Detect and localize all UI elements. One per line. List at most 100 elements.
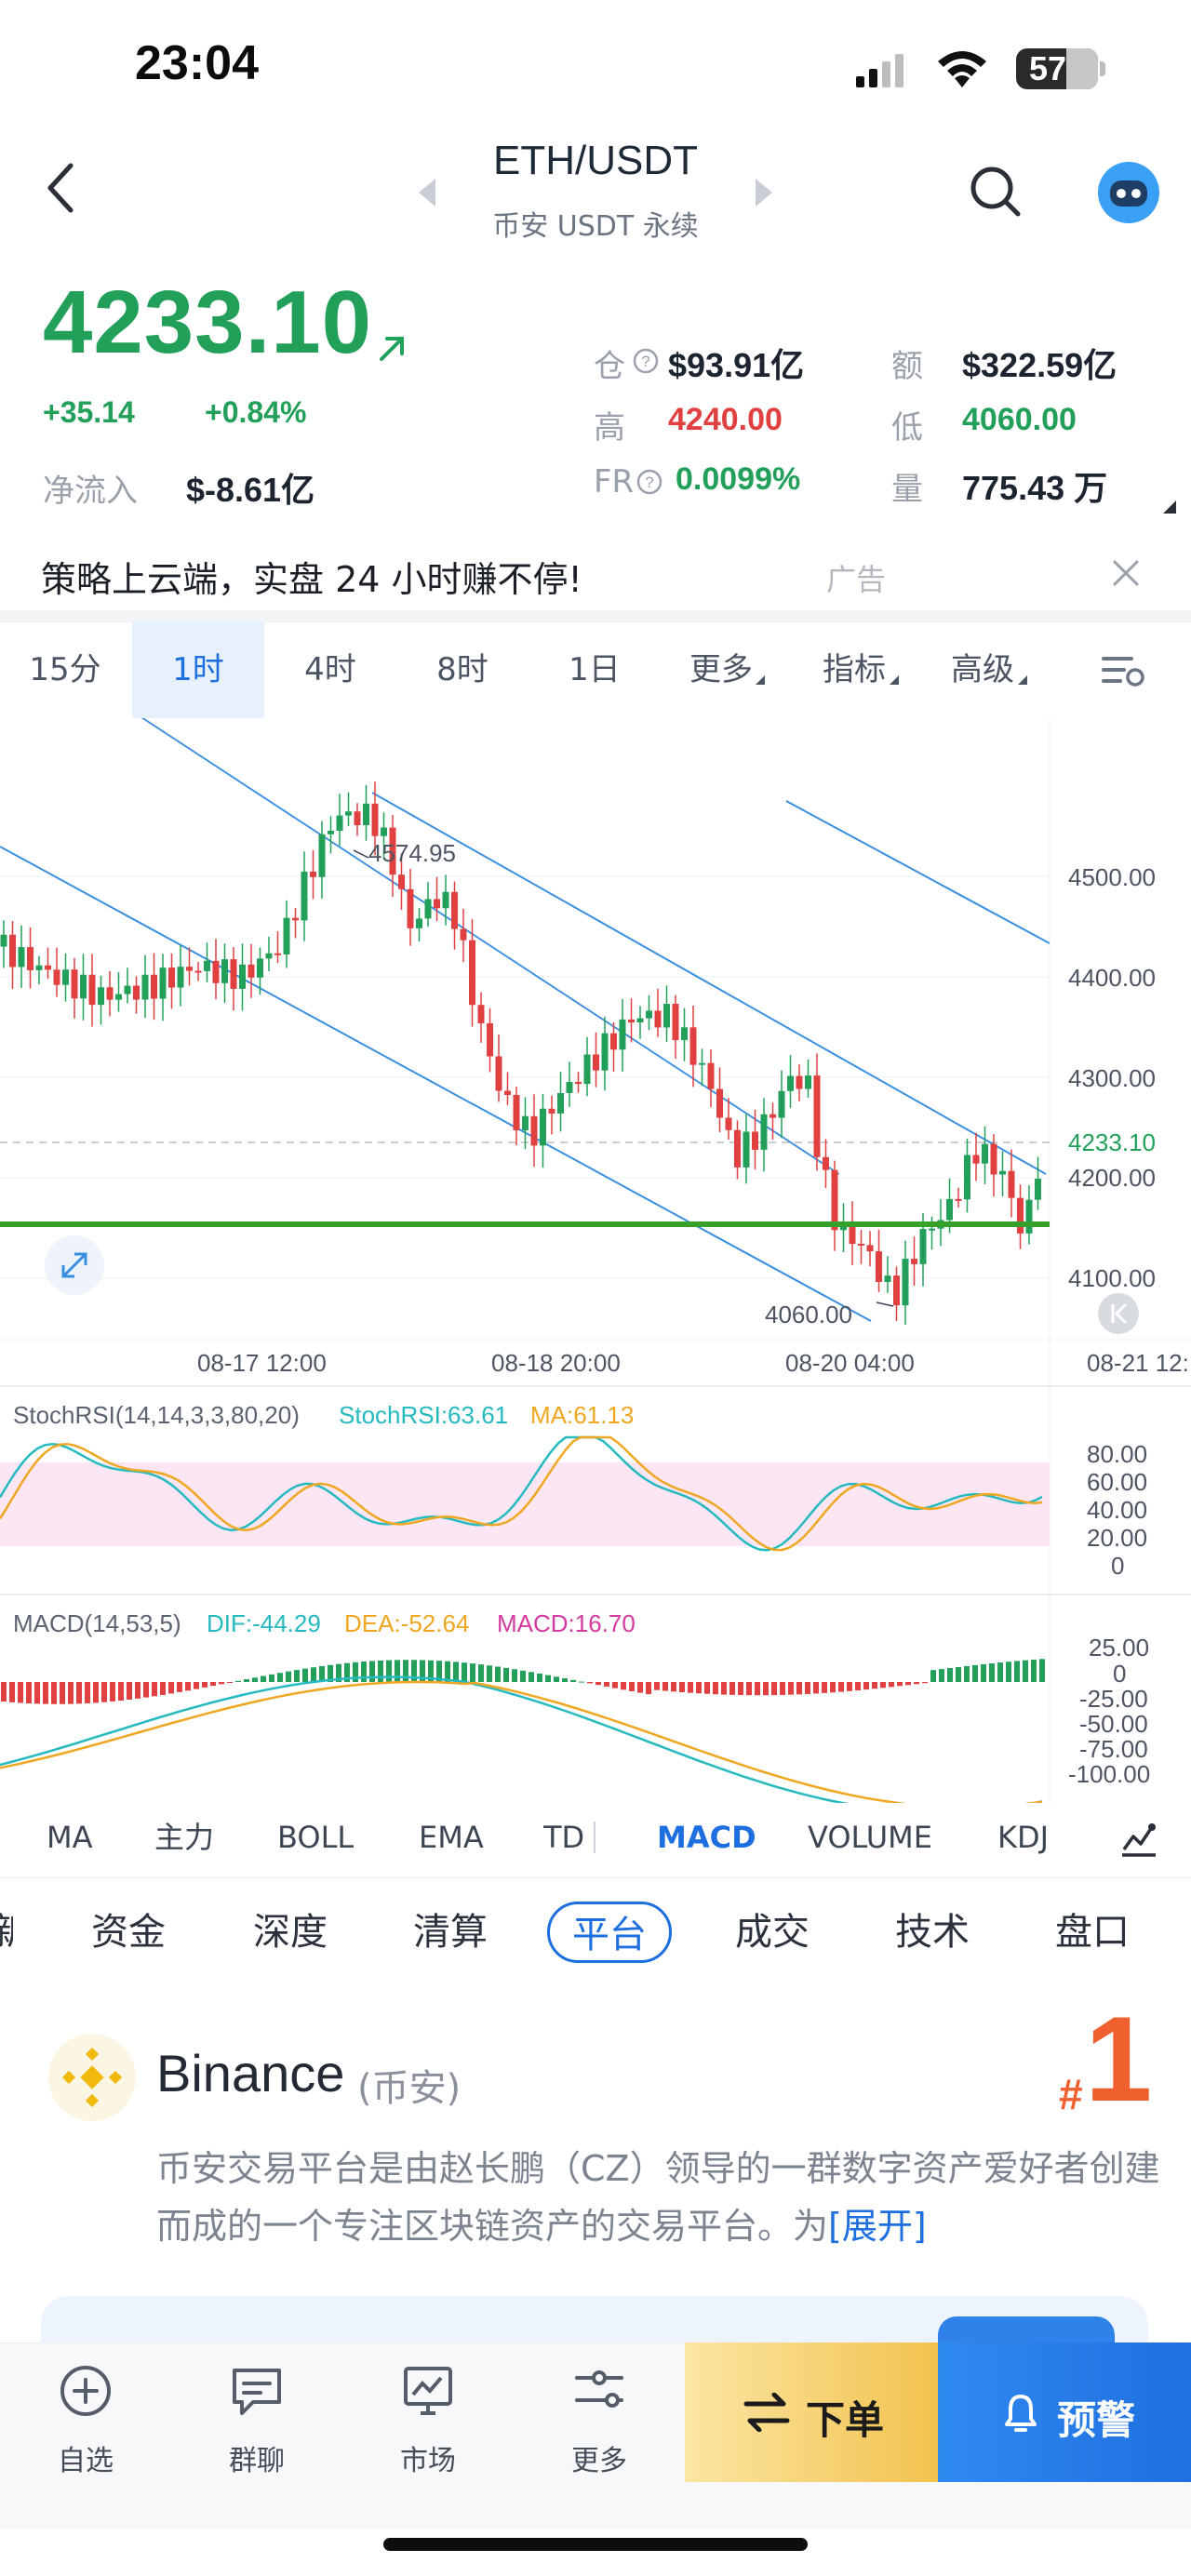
candle-body [495,1056,502,1091]
tab-8h[interactable]: 8时 [436,651,488,688]
candle-body [35,965,43,970]
candle-body [71,969,78,999]
macd-bar [537,1673,542,1682]
indicator-volume[interactable]: VOLUME [808,1820,932,1855]
close-icon[interactable] [1111,558,1141,588]
macd-bar [989,1662,995,1682]
tab-trades[interactable]: 成交 [735,1911,810,1954]
net-flow-label: 净流入 [43,473,138,510]
robot-assistant-icon[interactable] [1096,160,1161,225]
macd-bar [914,1682,919,1685]
candle-body [707,1062,715,1089]
tab-4h[interactable]: 4时 [304,651,356,688]
macd-bar [847,1682,852,1691]
indicator-main-force[interactable]: 主力 [154,1820,215,1855]
stoch-band [0,1462,1050,1546]
tab-technical[interactable]: 技术 [895,1911,970,1954]
dropdown-corner-icon [756,675,765,685]
price-tick: 4200.00 [1068,1164,1156,1192]
candle-body [805,1075,811,1089]
candle-body [955,1198,962,1201]
macd-bar [302,1668,308,1682]
tab-1h[interactable]: 1时 [132,621,264,718]
info-icon[interactable]: ? [636,469,662,495]
tab-funds[interactable]: 资金 [91,1911,166,1954]
expand-corner-icon[interactable] [1161,499,1178,515]
macd-bar [897,1682,903,1687]
candle-body [487,1022,493,1057]
tab-more[interactable]: 更多 [689,651,753,688]
macd-label: MACD(14,53,5) [13,1609,181,1637]
price-chart[interactable]: 4574.95 4060.00 4500.00 4400.00 4300.00 … [0,718,1191,1803]
low-label: 低 [891,409,923,447]
macd-bar [679,1682,685,1693]
candle-body [566,1081,573,1093]
candle-body [477,1005,485,1023]
tab-1d[interactable]: 1日 [569,651,621,688]
macd-bar [696,1682,702,1694]
macd-bar [813,1682,819,1694]
tab-platform[interactable]: 平台 [547,1902,672,1963]
macd-dif-line [0,1675,1043,1803]
macd-bar [202,1682,207,1688]
info-icon[interactable]: ? [633,348,659,374]
turnover-value: $322.59亿 [962,346,1117,384]
macd-bar [654,1682,660,1690]
candle-body [0,934,7,947]
tab-15m[interactable]: 15分 [29,651,101,688]
indicator-kdj[interactable]: KDJ [997,1820,1050,1855]
reset-zoom-icon[interactable] [1098,1293,1139,1334]
tab-news[interactable]: 新 [0,1902,13,1963]
back-icon[interactable] [43,160,80,216]
macd-bar [344,1662,350,1682]
macd-bar [85,1682,90,1703]
macd-bar [1006,1662,1011,1682]
tab-depth[interactable]: 深度 [253,1911,328,1954]
pair-title[interactable]: ETH/USDT [493,138,698,183]
candle-body [504,1090,511,1095]
macd-bar [579,1681,584,1683]
time-tick: 08-20 04:00 [785,1349,915,1377]
draw-tool-icon[interactable] [1118,1818,1159,1859]
candle-body [451,891,458,929]
indicator-td[interactable]: TD [543,1820,584,1855]
candle-body [141,974,149,1000]
next-pair-icon[interactable] [754,177,774,208]
indicator-macd[interactable]: MACD [657,1820,756,1855]
candle-body [1008,1170,1015,1198]
expand-link[interactable]: [展开] [828,2206,927,2247]
macd-bar [562,1678,568,1682]
tab-orderbook[interactable]: 盘口 [1055,1911,1130,1954]
price-alert-button[interactable]: 预警 [938,2342,1191,2482]
tab-liquidation[interactable]: 清算 [413,1911,488,1954]
time-tick: 08-21 12: [1087,1349,1189,1377]
price-tick: 4100.00 [1068,1264,1156,1292]
dropdown-corner-icon [1018,675,1027,685]
indicator-boll[interactable]: BOLL [277,1820,355,1855]
funding-rate-label: FR [594,463,635,501]
indicator-ema[interactable]: EMA [419,1820,484,1855]
macd-bar [688,1682,693,1693]
tab-advanced[interactable]: 高级 [951,651,1014,688]
stoch-label: StochRSI(14,14,3,3,80,20) [13,1401,300,1429]
expand-chart-icon[interactable] [45,1235,104,1295]
candle-body [424,899,432,919]
prev-pair-icon[interactable] [417,177,437,208]
candle-body [902,1259,909,1306]
indicator-ma[interactable]: MA [47,1820,93,1855]
candle-body [654,1010,662,1028]
macd-tick: -25.00 [1079,1685,1148,1713]
candle-body [787,1075,794,1091]
chart-settings-icon[interactable] [1100,651,1146,690]
macd-bar [587,1682,593,1684]
last-price: 4233.10 [43,273,373,372]
search-icon[interactable] [968,164,1024,220]
candle-body [716,1088,723,1118]
macd-bar [612,1682,618,1688]
candle-body [230,959,237,989]
tab-indicators[interactable]: 指标 [823,651,886,688]
ad-banner-text[interactable]: 策略上云端，实盘 24 小时赚不停! [41,559,582,600]
macd-bar [796,1682,802,1695]
place-order-button[interactable]: 下单 [685,2342,938,2482]
high-marker-leader [353,849,369,859]
